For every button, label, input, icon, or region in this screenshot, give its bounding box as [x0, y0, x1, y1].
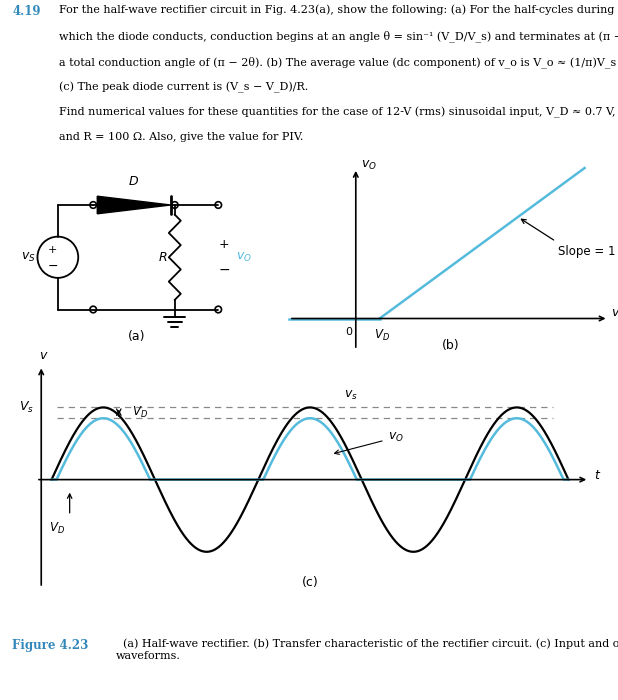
Text: For the half-wave rectifier circuit in Fig. 4.23(a), show the following: (a) For: For the half-wave rectifier circuit in F…: [59, 5, 614, 15]
Text: Slope = 1: Slope = 1: [559, 245, 616, 258]
Text: −: −: [218, 262, 230, 276]
Text: 0: 0: [345, 328, 352, 337]
Text: +: +: [48, 244, 57, 255]
Text: $V_D$: $V_D$: [374, 328, 390, 344]
Text: a total conduction angle of (π − 2θ). (b) The average value (dc component) of v_: a total conduction angle of (π − 2θ). (b…: [59, 56, 618, 68]
Text: $v_S$: $v_S$: [20, 251, 35, 264]
Text: −: −: [48, 260, 58, 272]
Text: (c): (c): [302, 576, 318, 589]
Text: $D$: $D$: [129, 175, 140, 188]
Text: Figure 4.23: Figure 4.23: [12, 638, 89, 652]
Text: $v$: $v$: [39, 349, 49, 362]
Text: $V_D$: $V_D$: [49, 521, 65, 536]
Text: $v_s$: $v_s$: [344, 389, 358, 402]
Text: which the diode conducts, conduction begins at an angle θ = sin⁻¹ (V_D/V_s) and : which the diode conducts, conduction beg…: [59, 30, 618, 42]
Text: $v_O$: $v_O$: [360, 159, 376, 172]
Polygon shape: [97, 196, 171, 214]
Text: (b): (b): [442, 340, 460, 352]
Text: (c) The peak diode current is (V_s − V_D)/R.: (c) The peak diode current is (V_s − V_D…: [59, 81, 308, 92]
Text: +: +: [219, 239, 229, 251]
Text: $R$: $R$: [158, 251, 167, 264]
Text: (a) Half-wave rectifier. (b) Transfer characteristic of the rectifier circuit. (: (a) Half-wave rectifier. (b) Transfer ch…: [116, 638, 618, 661]
Text: Find numerical values for these quantities for the case of 12-V (rms) sinusoidal: Find numerical values for these quantiti…: [59, 107, 615, 118]
Text: and R = 100 Ω. Also, give the value for PIV.: and R = 100 Ω. Also, give the value for …: [59, 132, 303, 142]
Text: $V_s$: $V_s$: [19, 400, 33, 415]
Text: $v_O$: $v_O$: [334, 431, 404, 454]
Text: $v_S$: $v_S$: [611, 308, 618, 321]
Text: $v_O$: $v_O$: [236, 251, 252, 264]
Text: $V_D$: $V_D$: [132, 405, 148, 421]
Text: (a): (a): [128, 330, 145, 343]
Text: $t$: $t$: [595, 469, 601, 482]
Text: 4.19: 4.19: [12, 5, 41, 18]
